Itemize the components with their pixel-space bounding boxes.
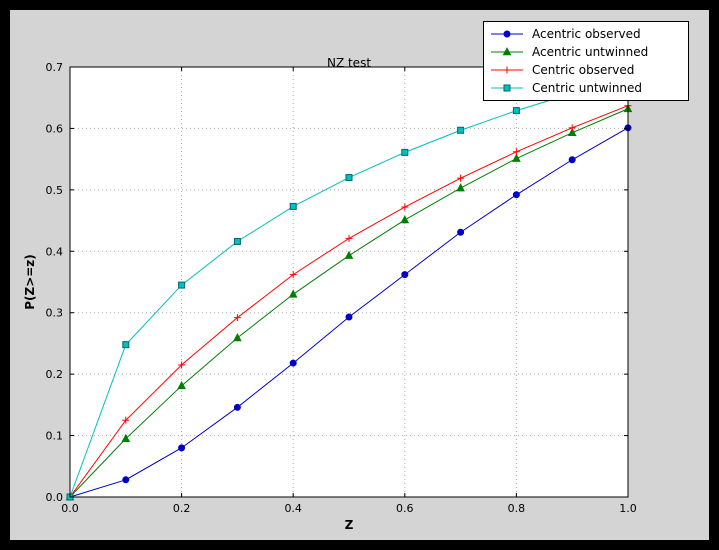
- circle-marker: [512, 191, 520, 199]
- legend-line-sample: [491, 30, 523, 38]
- triangle-marker: [400, 215, 410, 224]
- y-tick-label: 0.7: [46, 61, 64, 74]
- square-marker: [503, 84, 511, 92]
- y-tick-label: 0.0: [46, 491, 64, 504]
- y-tick-label: 0.3: [46, 307, 64, 320]
- legend-item: Centric untwinned: [490, 79, 682, 97]
- circle-marker: [503, 30, 511, 38]
- legend-item: Acentric untwinned: [490, 43, 682, 61]
- triangle-marker: [456, 183, 465, 192]
- figure: 0.0 0.2 0.4 0.6 0.8 1.0 0.0 0.1 0.2 0.3 0.4 0.5 0.6 0…: [10, 10, 709, 540]
- circle-marker: [568, 156, 576, 164]
- triangle-marker: [502, 47, 512, 56]
- legend-line-sample: [491, 66, 523, 74]
- legend-item: Centric observed: [490, 61, 682, 79]
- legend-line-sample: [491, 84, 523, 92]
- triangle-marker: [567, 127, 577, 137]
- square-marker: [233, 237, 241, 245]
- triangle-marker: [512, 153, 521, 162]
- legend: Acentric observed Acentric untwinned Centr…: [483, 21, 689, 101]
- plot-frame: [69, 66, 629, 498]
- legend-label: Acentric untwinned: [532, 45, 649, 59]
- square-marker: [178, 281, 186, 289]
- triangle-marker: [177, 380, 186, 390]
- x-tick-label: 0.6: [396, 502, 414, 515]
- y-tick-label: 0.5: [46, 184, 64, 197]
- circle-marker: [289, 359, 297, 367]
- legend-label: Centric observed: [532, 63, 635, 77]
- plot-area: [70, 67, 628, 497]
- x-axis-label: Z: [344, 518, 354, 532]
- square-marker: [122, 341, 130, 349]
- square-marker: [289, 202, 297, 210]
- circle-marker: [233, 403, 241, 411]
- circle-marker: [122, 476, 130, 484]
- square-marker: [457, 126, 465, 134]
- circle-marker: [401, 271, 409, 279]
- y-tick-label: 0.2: [46, 368, 64, 381]
- y-tick-label: 0.4: [46, 245, 64, 258]
- x-tick-label: 0.0: [61, 502, 79, 515]
- plot-canvas: 0.0 0.2 0.4 0.6 0.8 1.0 0.0 0.1 0.2 0.3 0.4 0.5 0.6 0…: [46, 61, 637, 515]
- x-tick-label: 1.0: [619, 502, 637, 515]
- legend-line-sample: [491, 47, 523, 56]
- triangle-marker: [233, 333, 242, 342]
- x-tick-label: 0.2: [173, 502, 191, 515]
- triangle-marker: [121, 433, 131, 442]
- y-axis-label: P(Z>=z): [23, 254, 37, 310]
- circle-marker: [178, 444, 186, 452]
- square-marker: [345, 174, 353, 182]
- x-tick-label: 0.8: [508, 502, 526, 515]
- x-tick-label: 0.4: [284, 502, 302, 515]
- circle-marker: [457, 228, 465, 236]
- y-tick-label: 0.6: [46, 122, 64, 135]
- circle-marker: [345, 313, 353, 321]
- square-marker: [401, 148, 409, 156]
- triangle-marker: [344, 250, 354, 259]
- legend-item: Acentric observed: [490, 25, 682, 43]
- y-tick-label: 0.1: [46, 430, 64, 443]
- chart-title: NZ test: [326, 56, 372, 70]
- square-marker: [512, 107, 520, 115]
- legend-label: Acentric observed: [532, 27, 641, 41]
- triangle-marker: [288, 289, 298, 298]
- legend-label: Centric untwinned: [532, 81, 643, 95]
